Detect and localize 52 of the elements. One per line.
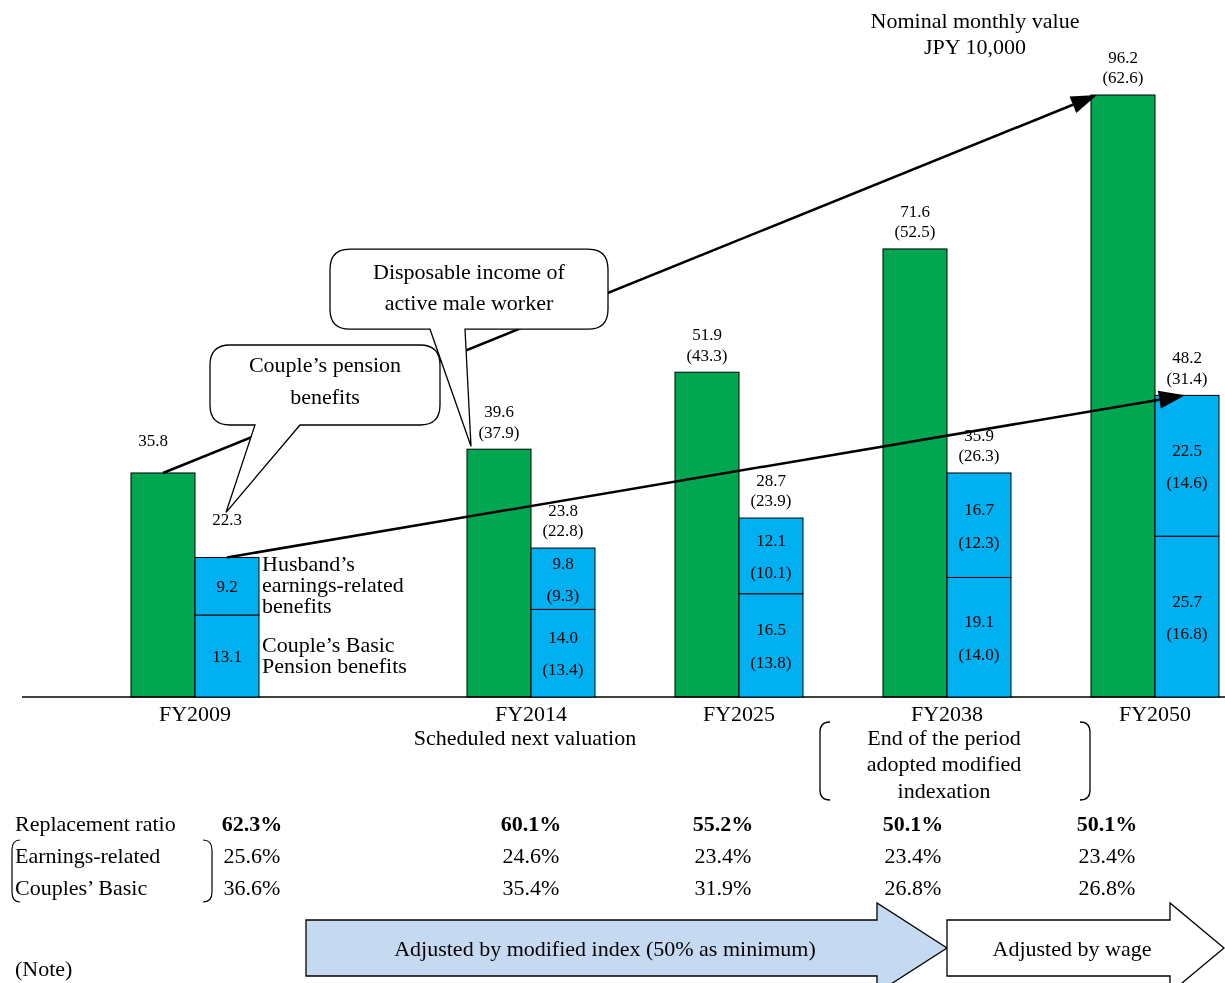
text: Disposable income of active male worker [373,259,566,315]
text: (Note) [15,956,73,981]
text: 62.3% [221,811,283,836]
text: 24.6% [502,843,560,868]
data-label: 12.1 (10.1) [750,530,792,583]
text: 50.1% [882,811,944,836]
data-label: 16.7 (12.3) [958,500,1000,552]
data-label: 35.8 [138,430,168,450]
data-label: 96.2 (62.6) [1102,48,1144,88]
text: Adjusted by wage [992,936,1152,961]
x-tick-label: FY2014 [494,701,568,726]
series-label: Couple’s Basic Pension benefits [262,632,407,678]
data-label: 51.9 (43.3) [686,325,728,365]
data-label: 39.6 (37.9) [478,402,520,442]
text: 35.4% [502,875,560,900]
total-label: 23.8 (22.8) [542,501,584,541]
text: Adjusted by modified index (50% as minimum) [394,936,816,961]
text: Earnings-related [15,843,161,868]
x-tick-label: FY2038 [910,701,984,726]
series-label: Husband’s earnings-related benefits [262,551,404,619]
data-label: 9.8 (9.3) [546,553,580,606]
text: Replacement ratio [15,811,176,836]
x-tick-label: FY2025 [702,701,776,726]
text: 26.8% [1078,875,1136,900]
x-tick-label: FY2009 [158,701,232,726]
text: 50.1% [1076,811,1138,836]
data-label: 19.1 (14.0) [958,612,1000,664]
total-label: 48.2 (31.4) [1166,348,1208,388]
total-label: 28.7 (23.9) [750,471,792,511]
data-label: 14.0 (13.4) [542,628,584,680]
text: Couples’ Basic [15,875,148,900]
data-label: 25.7 (16.8) [1166,591,1208,643]
text: 23.4% [884,843,942,868]
text: End of the period adopted modified indexation [866,725,1022,803]
text: 55.2% [692,811,754,836]
chart-title: Nominal monthly value JPY 10,000 [870,8,1080,60]
text: Scheduled next valuation [413,725,637,750]
text: 60.1% [500,811,562,836]
x-tick-label: FY2050 [1118,701,1192,726]
text: 23.4% [694,843,752,868]
data-label: 22.5 (14.6) [1166,440,1208,493]
text: 36.6% [223,875,281,900]
text: 31.9% [694,875,752,900]
data-label: 9.2 [216,577,238,597]
data-label: 13.1 [212,647,242,667]
annotation: Couple’s pension benefits [248,352,402,409]
total-label: 22.3 [212,510,242,530]
text: 23.4% [1078,843,1136,868]
text: 25.6% [223,843,281,868]
text: 26.8% [884,875,942,900]
data-label: 16.5 (13.8) [750,620,792,672]
data-label: 71.6 (52.5) [894,201,936,242]
